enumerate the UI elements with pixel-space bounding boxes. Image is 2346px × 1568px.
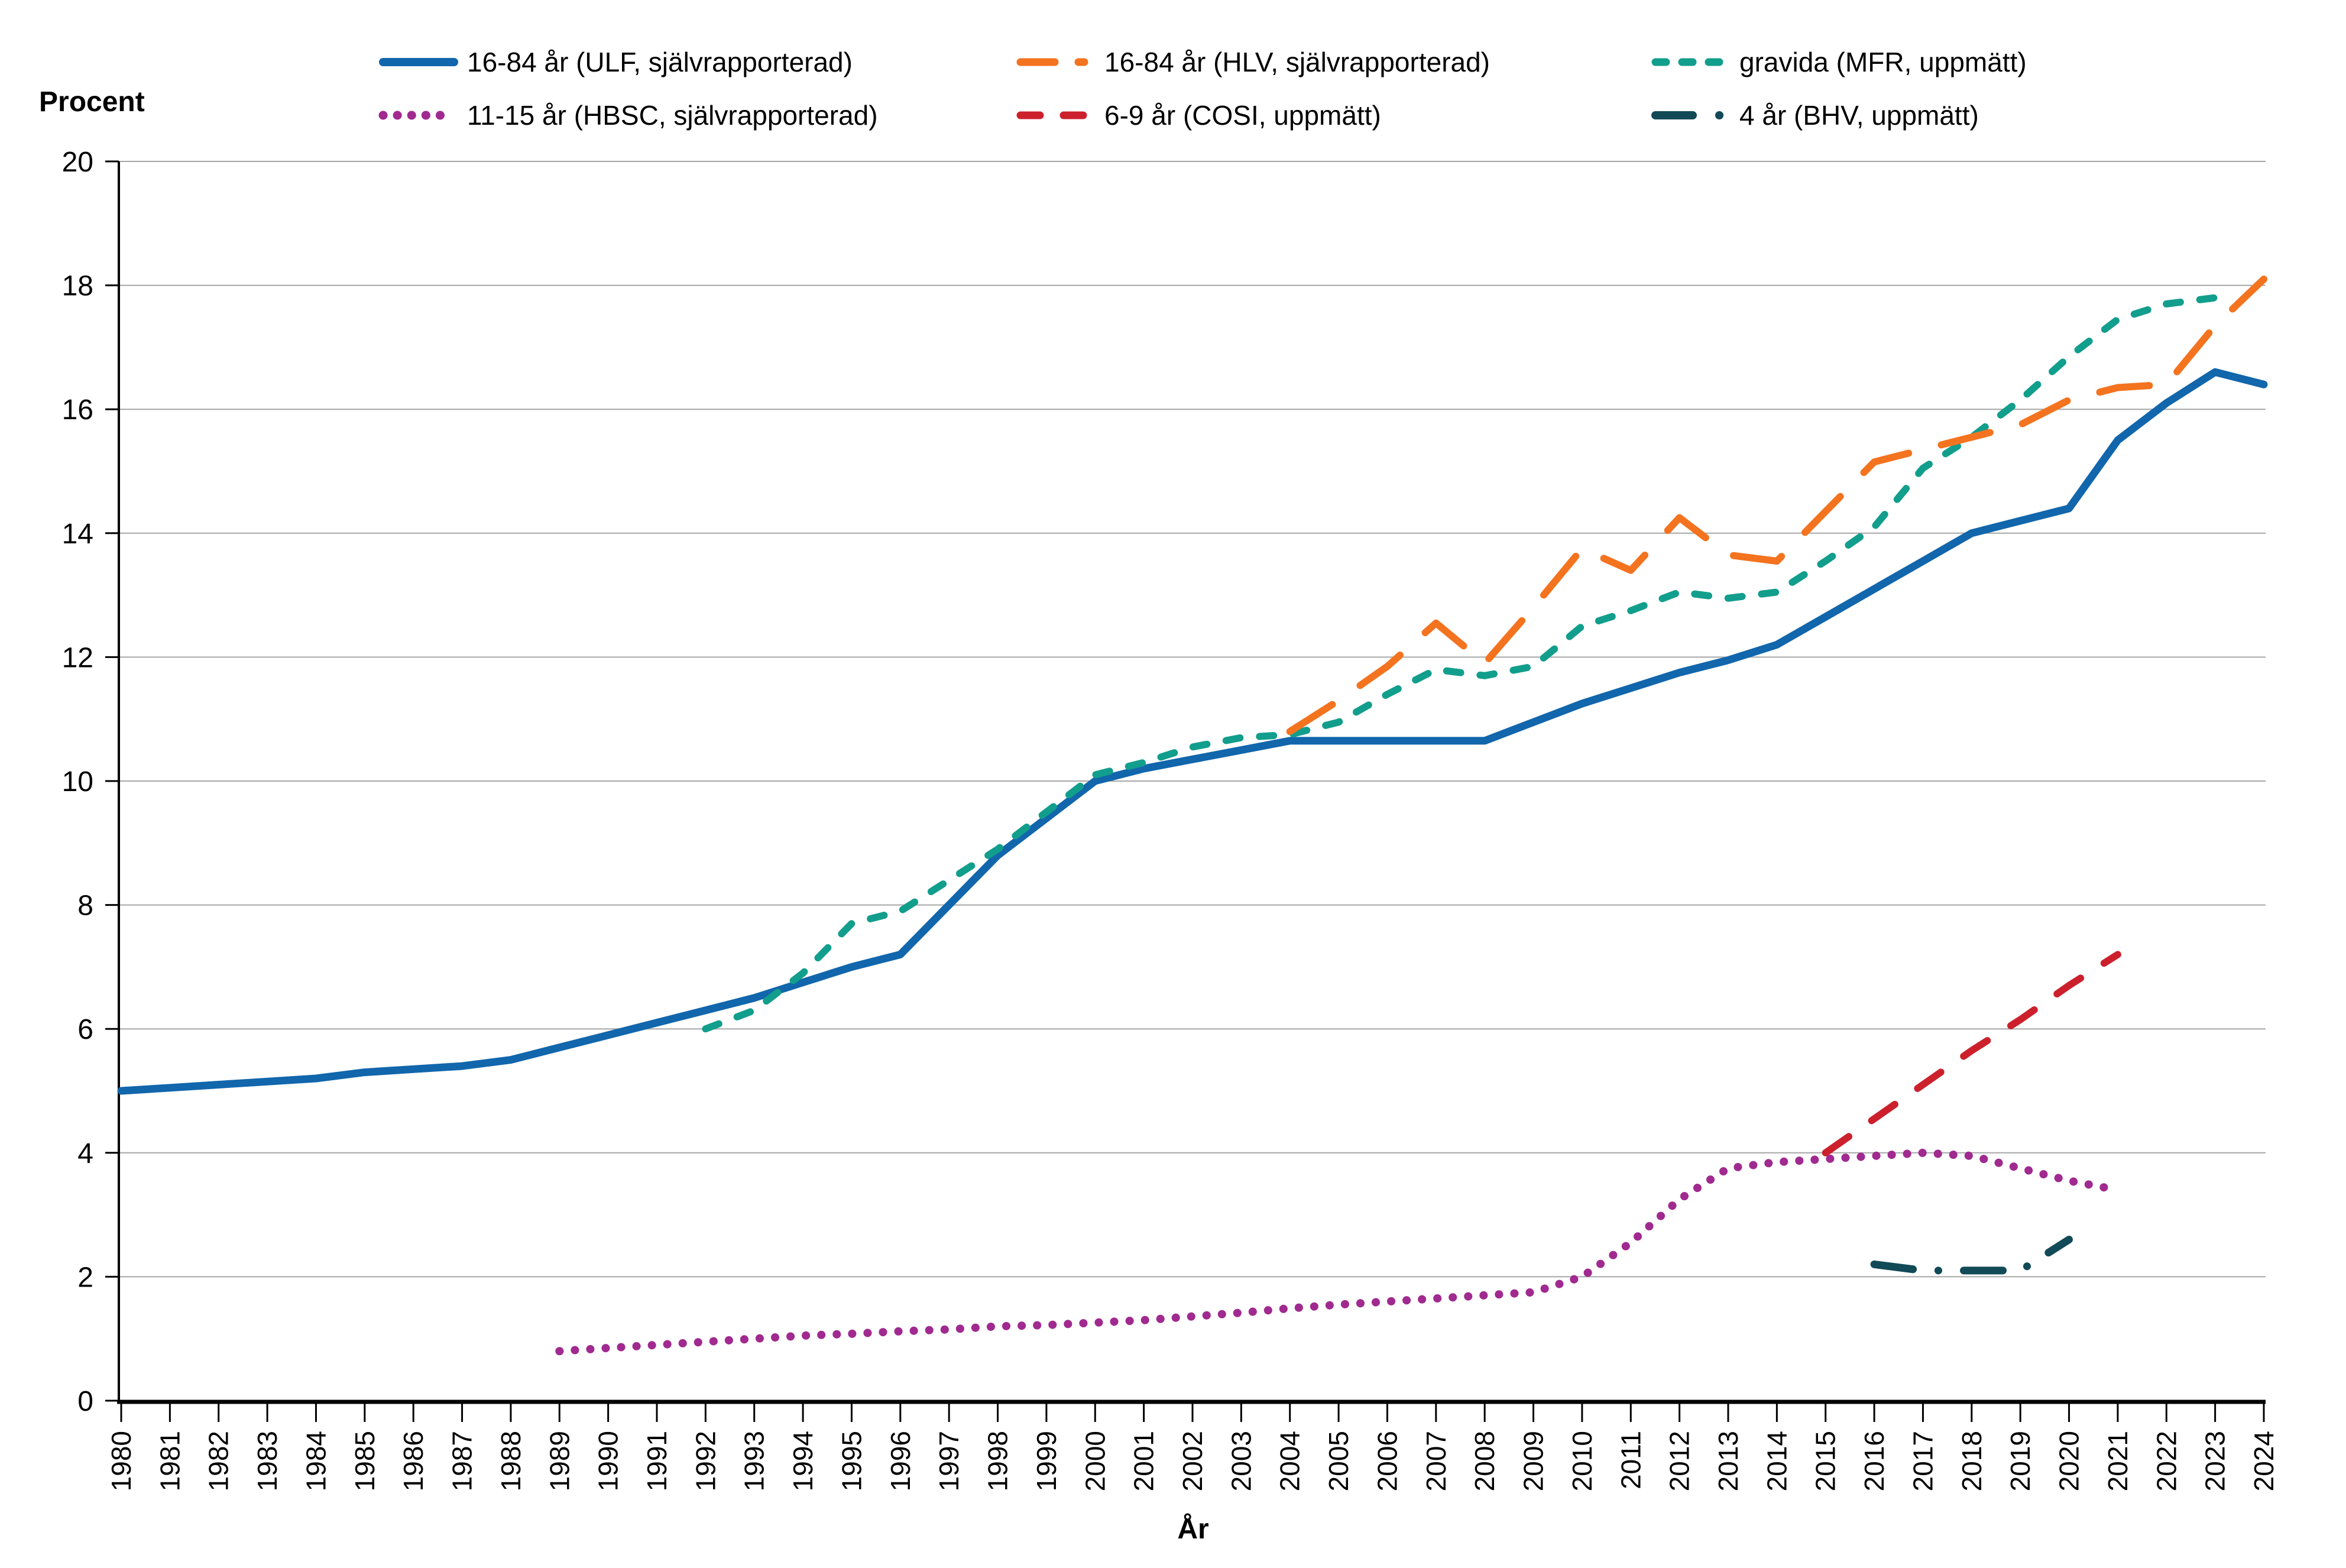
legend-item-cosi-6-9: 6-9 år (COSI, uppmätt)	[1016, 100, 1381, 131]
x-tick-label: 2013	[1713, 1431, 1744, 1491]
y-axis-title: Procent	[39, 86, 145, 118]
series-line-cosi-6-9	[1822, 951, 2121, 1156]
x-tick-label: 1994	[788, 1431, 818, 1491]
legend-label-hbsc-11-15: 11-15 år (HBSC, självrapporterad)	[467, 100, 878, 131]
series-line-mfr-gravida	[702, 294, 2219, 1033]
legend-label-hlv-16-84: 16-84 år (HLV, självrapporterad)	[1104, 47, 1490, 77]
x-tick-label: 2007	[1421, 1431, 1451, 1491]
x-tick-label: 1983	[252, 1431, 283, 1491]
x-tick-label: 1985	[349, 1431, 380, 1491]
x-tick-label: 2009	[1518, 1431, 1549, 1491]
x-tick-label: 2011	[1615, 1431, 1646, 1489]
legend-label-bhv-4: 4 år (BHV, uppmätt)	[1739, 100, 1979, 131]
y-tick-label: 0	[77, 1386, 93, 1417]
x-tick-label: 2021	[2102, 1431, 2133, 1491]
x-tick-label: 2003	[1226, 1431, 1256, 1491]
x-tick-label: 2002	[1177, 1431, 1208, 1491]
x-tick-label: 1984	[300, 1431, 331, 1491]
x-tick-label: 2018	[1956, 1431, 1987, 1491]
x-tick-label: 2015	[1810, 1431, 1841, 1491]
x-tick-label: 2017	[1907, 1431, 1938, 1491]
series-line-ulf-16-84	[117, 368, 2268, 1095]
x-tick-label: 1997	[934, 1431, 964, 1491]
y-tick-label: 2	[77, 1262, 93, 1293]
y-tick-label: 20	[62, 147, 93, 178]
x-tick-label: 2019	[2005, 1431, 2036, 1491]
x-tick-label: 2008	[1469, 1431, 1500, 1491]
y-tick-label: 16	[62, 394, 93, 426]
x-tick-label: 1980	[106, 1431, 137, 1491]
y-tick-label: 14	[62, 519, 93, 550]
x-tick-label: 1986	[398, 1431, 429, 1491]
x-tick-label: 1990	[593, 1431, 624, 1491]
x-tick-label: 2016	[1859, 1431, 1890, 1491]
y-tick-label: 12	[62, 642, 93, 673]
y-tick-label: 18	[62, 271, 93, 302]
legend-item-mfr-gravida: gravida (MFR, uppmätt)	[1651, 47, 2027, 77]
x-tick-label: 2001	[1129, 1431, 1159, 1491]
x-tick-label: 1999	[1031, 1431, 1062, 1491]
x-tick-label: 1989	[544, 1431, 575, 1491]
x-tick-label: 2024	[2248, 1431, 2279, 1491]
x-axis: 1980 1981 1982 1983 1984 1985 1986 1987 1988 1989…	[106, 1399, 2279, 1491]
series-lines	[117, 276, 2268, 1356]
legend-item-hbsc-11-15: 11-15 år (HBSC, självrapporterad)	[378, 100, 878, 131]
y-tick-label: 4	[77, 1138, 93, 1169]
x-tick-label: 2020	[2054, 1431, 2085, 1491]
series-line-hlv-16-84	[1286, 276, 2267, 736]
series-line-bhv-4	[1870, 1236, 2073, 1275]
x-tick-label: 1991	[641, 1431, 672, 1491]
x-tick-label: 1998	[983, 1431, 1013, 1491]
x-tick-label: 2023	[2200, 1431, 2231, 1491]
x-tick-label: 2010	[1567, 1431, 1598, 1491]
x-tick-label: 1995	[836, 1431, 867, 1491]
y-tick-label: 6	[77, 1014, 93, 1045]
x-tick-label: 2004	[1275, 1431, 1305, 1491]
x-axis-title: År	[1177, 1513, 1208, 1545]
x-tick-label: 2006	[1372, 1431, 1402, 1491]
x-tick-label: 2005	[1323, 1431, 1354, 1491]
legend-label-cosi-6-9: 6-9 år (COSI, uppmätt)	[1104, 100, 1381, 131]
legend-label-mfr-gravida: gravida (MFR, uppmätt)	[1739, 47, 2027, 77]
x-tick-label: 2022	[2151, 1431, 2182, 1491]
x-tick-label: 2000	[1080, 1431, 1110, 1491]
x-tick-label: 1988	[495, 1431, 526, 1491]
y-tick-label: 8	[77, 890, 93, 922]
x-tick-label: 1996	[885, 1431, 916, 1491]
series-line-hbsc-11-15	[555, 1148, 2122, 1356]
x-tick-label: 1992	[690, 1431, 721, 1491]
legend-item-ulf-16-84: 16-84 år (ULF, självrapporterad)	[379, 47, 853, 77]
x-tick-label: 1993	[739, 1431, 770, 1491]
x-tick-label: 2014	[1761, 1431, 1792, 1491]
legend-item-hlv-16-84: 16-84 år (HLV, självrapporterad)	[1016, 47, 1490, 77]
x-tick-label: 2012	[1664, 1431, 1695, 1491]
y-axis: 0 2 4 6 8 10 12 14 16 18 20	[62, 147, 120, 1417]
x-tick-label: 1982	[203, 1431, 234, 1491]
legend-label-ulf-16-84: 16-84 år (ULF, självrapporterad)	[467, 47, 853, 77]
y-tick-label: 10	[62, 766, 93, 798]
x-tick-label: 1981	[154, 1431, 185, 1491]
legend-item-bhv-4: 4 år (BHV, uppmätt)	[1651, 100, 1979, 131]
x-tick-label: 1987	[447, 1431, 478, 1491]
gridlines	[118, 161, 2266, 1278]
legend: 16-84 år (ULF, självrapporterad) 16-84 år…	[378, 47, 2027, 131]
